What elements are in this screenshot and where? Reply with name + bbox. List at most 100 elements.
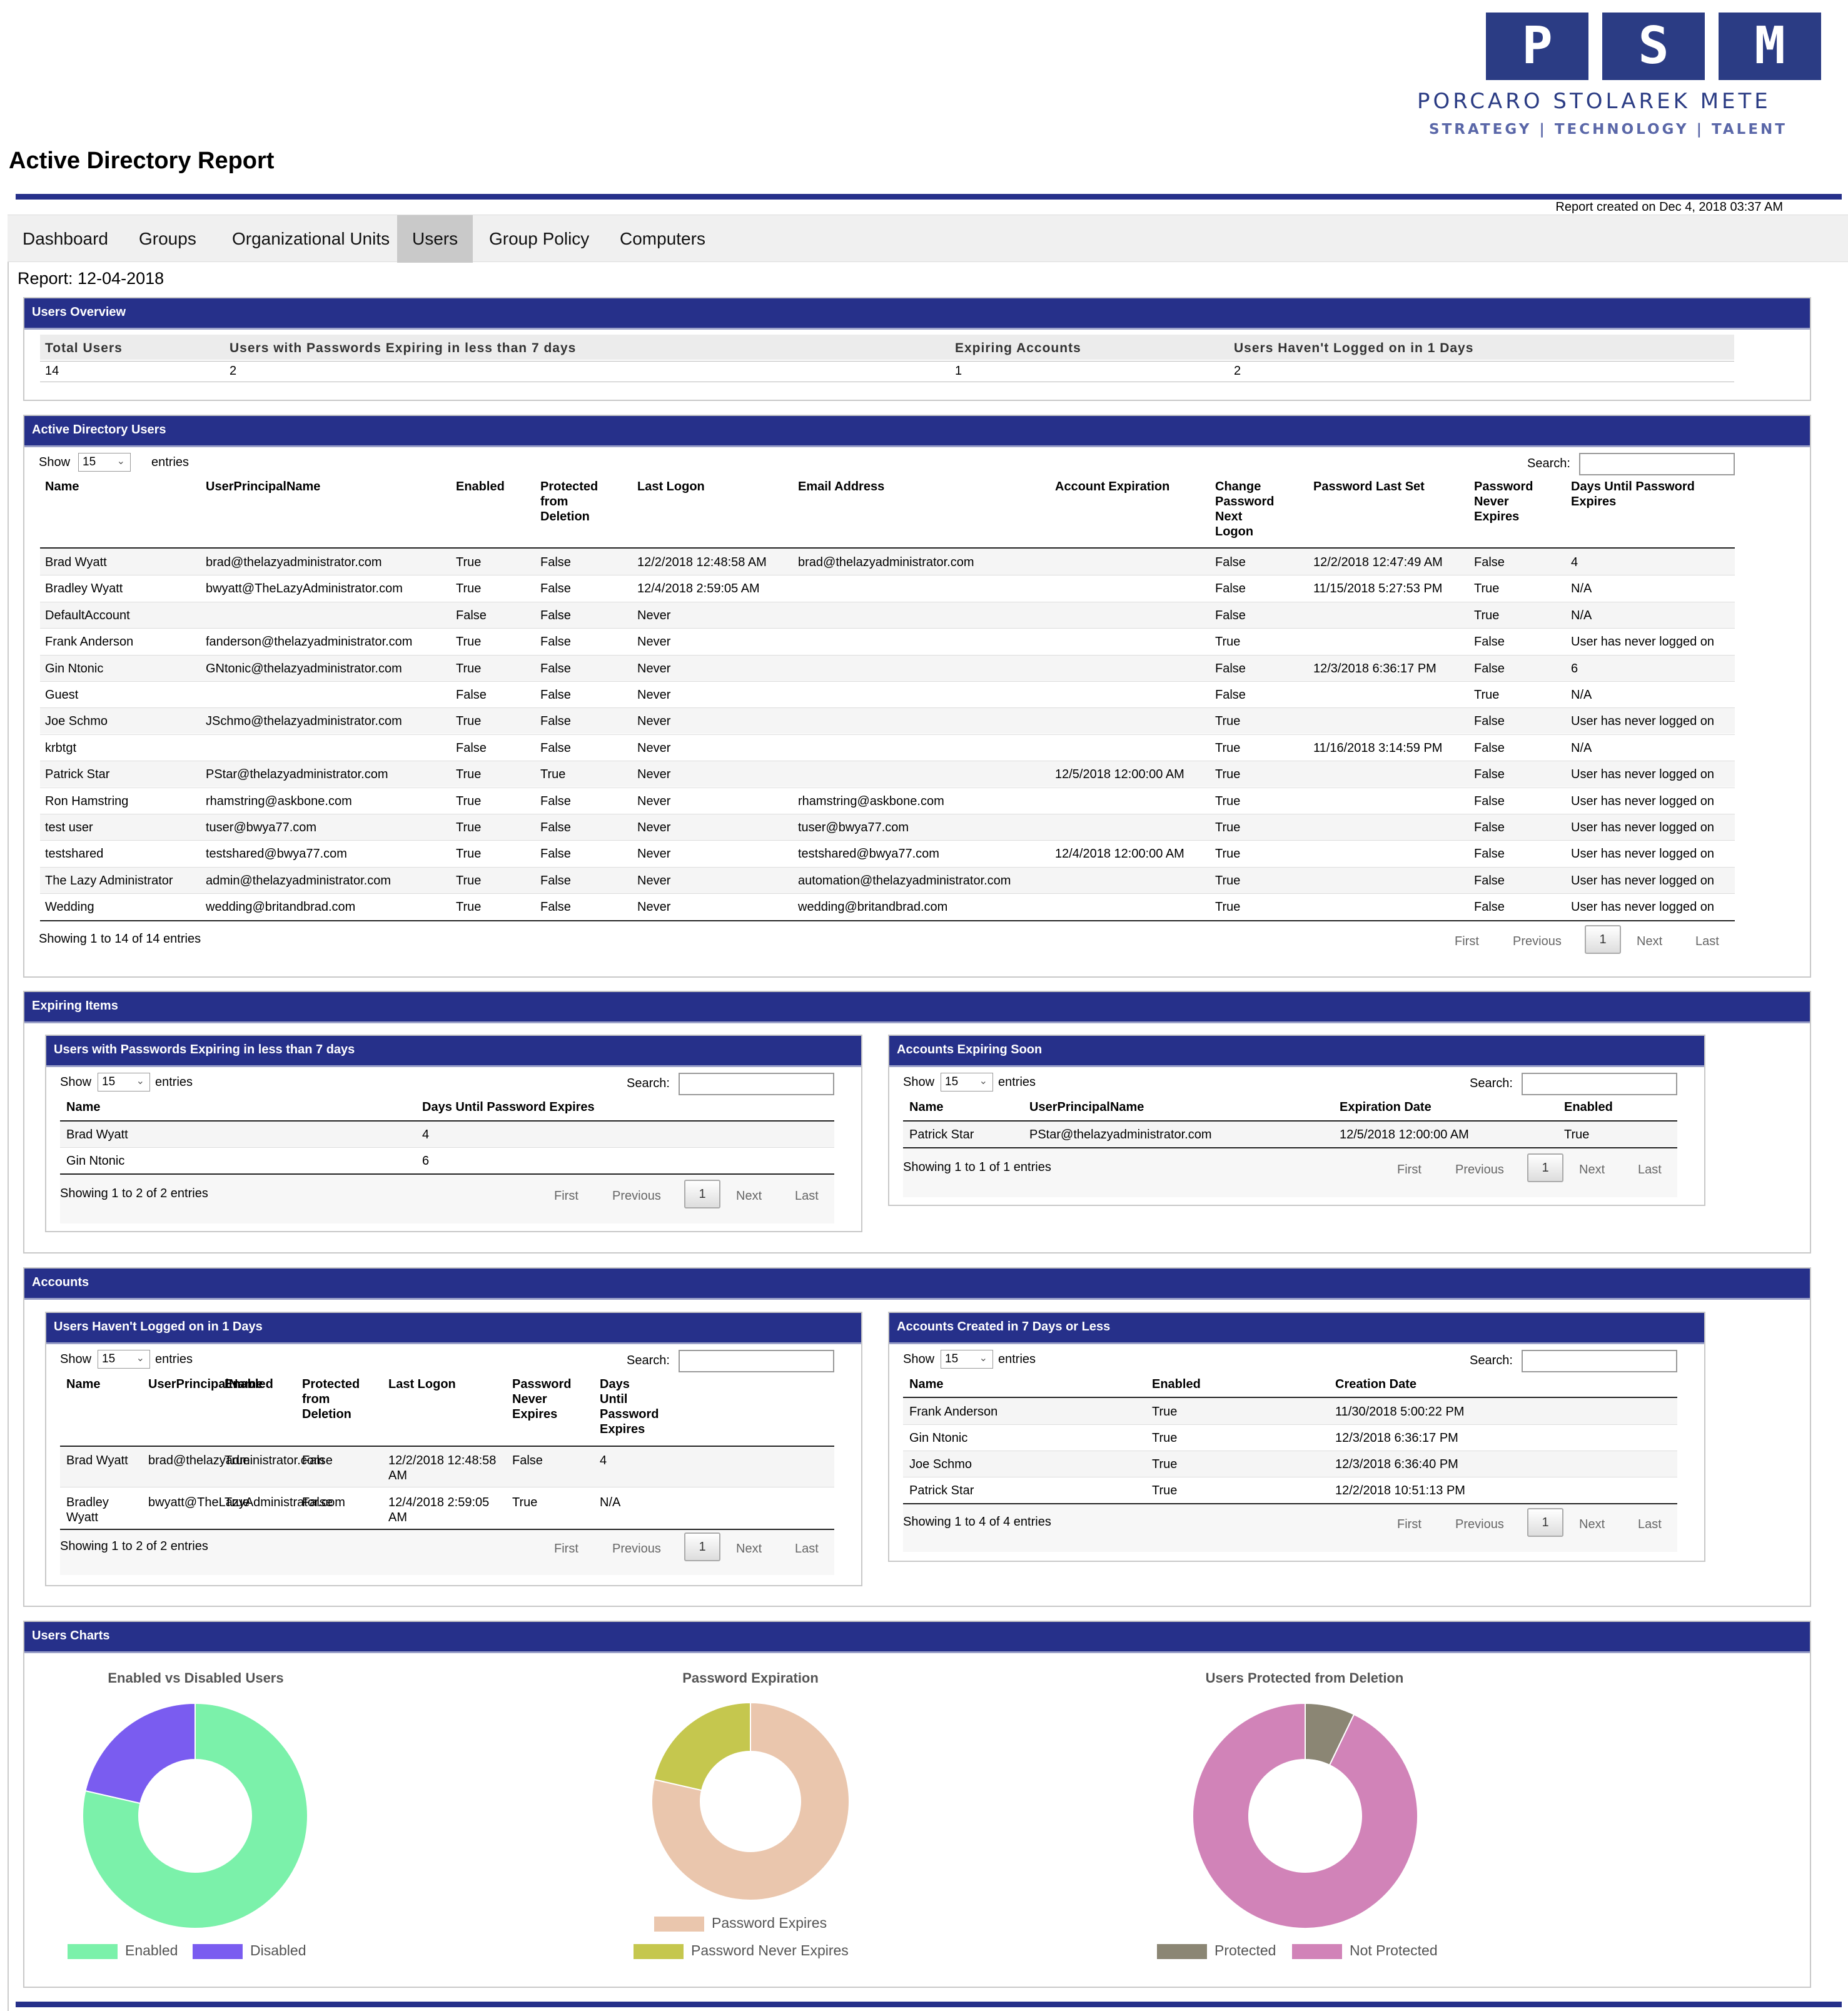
table-info: Showing 1 to 2 of 2 entries <box>60 1539 208 1553</box>
table-cell: False <box>540 714 571 729</box>
table-cell: 6 <box>1571 661 1578 676</box>
donut-slice-disabled[interactable] <box>84 1702 196 1805</box>
legend-item[interactable]: Password Never Expires <box>634 1942 849 1959</box>
legend-swatch <box>1157 1943 1207 1959</box>
table-cell: 12/4/2018 2:59:05 AM <box>637 582 760 596</box>
table-cell: N/A <box>1571 688 1592 702</box>
pager-next[interactable]: Next <box>736 1542 762 1556</box>
table-row <box>903 1398 1677 1424</box>
table-cell: admin@thelazyadministrator.com <box>206 873 391 888</box>
donut-slice-password-never-expires[interactable] <box>653 1701 751 1791</box>
pager-last[interactable]: Last <box>795 1542 819 1556</box>
pager-first[interactable]: First <box>1397 1163 1421 1177</box>
tab-dashboard[interactable]: Dashboard <box>23 229 108 248</box>
table-cell: User has never logged on <box>1571 767 1715 782</box>
table-cell: GNtonic@thelazyadministrator.com <box>206 661 402 676</box>
donut-slice-not-protected[interactable] <box>1192 1702 1418 1929</box>
table-cell: 4 <box>600 1454 607 1467</box>
search-input[interactable] <box>679 1350 834 1372</box>
pager-next[interactable]: Next <box>1579 1517 1605 1531</box>
search-input[interactable] <box>1522 1350 1677 1372</box>
overview-header: Users Haven't Logged on in 1 Days <box>1234 341 1474 355</box>
chevron-down-icon: ⌄ <box>136 1353 144 1364</box>
pager-page-1[interactable]: 1 <box>1527 1153 1563 1182</box>
not-logged-on-subpanel: Users Haven't Logged on in 1 Days Show 1… <box>45 1312 862 1586</box>
tab-organizational-units[interactable]: Organizational Units <box>232 229 390 248</box>
column-header: from <box>302 1392 330 1406</box>
pager-next[interactable]: Next <box>1579 1163 1605 1177</box>
pager-previous[interactable]: Previous <box>612 1542 661 1556</box>
pager-previous[interactable]: Previous <box>1455 1517 1504 1531</box>
page-size-select[interactable]: 15 ⌄ <box>941 1350 993 1369</box>
pager-previous[interactable]: Previous <box>1513 935 1562 948</box>
pager-next[interactable]: Next <box>1637 935 1663 948</box>
tab-computers[interactable]: Computers <box>620 229 705 248</box>
tab-group-policy[interactable]: Group Policy <box>489 229 590 248</box>
donut-slice-enabled[interactable] <box>82 1702 308 1929</box>
page-size-value: 15 <box>945 1075 959 1088</box>
table-cell: tuser@bwya77.com <box>798 821 909 834</box>
pager-page-1[interactable]: 1 <box>684 1180 720 1208</box>
table-cell: Joe Schmo <box>909 1457 972 1471</box>
column-header: Password <box>1474 480 1533 494</box>
pager-last[interactable]: Last <box>1638 1517 1662 1531</box>
pager-last[interactable]: Last <box>1695 935 1719 948</box>
page-size-select[interactable]: 15 ⌄ <box>98 1350 150 1369</box>
pager-first[interactable]: First <box>1397 1517 1421 1531</box>
row-divider <box>40 628 1735 629</box>
tab-groups[interactable]: Groups <box>139 229 196 248</box>
tab-users[interactable]: Users <box>397 215 473 263</box>
legend-item[interactable]: Enabled <box>68 1942 178 1959</box>
legend-label: Enabled <box>125 1942 178 1958</box>
table-cell: True <box>456 900 482 914</box>
overview-value: 2 <box>230 364 237 378</box>
page-size-select[interactable]: 15 ⌄ <box>98 1073 150 1092</box>
overview-value: 2 <box>1234 364 1241 378</box>
pager-page-1[interactable]: 1 <box>1585 925 1621 954</box>
pager-previous[interactable]: Previous <box>1455 1163 1504 1177</box>
table-cell: The Lazy Administrator <box>45 873 173 888</box>
pager-page-1[interactable]: 1 <box>1527 1508 1563 1537</box>
legend-item[interactable]: Password Expires <box>654 1914 827 1932</box>
pager-first[interactable]: First <box>554 1542 578 1556</box>
legend-item[interactable]: Not Protected <box>1292 1942 1438 1959</box>
show-label: Show <box>903 1075 935 1089</box>
table-cell: User has never logged on <box>1571 635 1715 649</box>
legend-item[interactable]: Protected <box>1157 1942 1276 1959</box>
table-cell: True <box>456 847 482 861</box>
table-footer-rule <box>903 1147 1677 1148</box>
column-header: Expires <box>600 1422 645 1436</box>
table-cell: True <box>512 1496 538 1509</box>
table-cell: False <box>456 608 487 622</box>
pager-last[interactable]: Last <box>1638 1163 1662 1177</box>
pager-page-1[interactable]: 1 <box>684 1532 720 1561</box>
table-row <box>40 866 1735 893</box>
table-cell: Never <box>637 847 671 861</box>
search-input[interactable] <box>1522 1073 1677 1095</box>
subpanel-header: Users Haven't Logged on in 1 Days <box>46 1313 861 1344</box>
table-cell: Never <box>637 635 671 649</box>
legend-item[interactable]: Disabled <box>193 1942 306 1959</box>
table-cell: False <box>456 688 487 702</box>
table-cell: 11/30/2018 5:00:22 PM <box>1335 1405 1465 1419</box>
pager-previous[interactable]: Previous <box>612 1189 661 1203</box>
pager-last[interactable]: Last <box>795 1189 819 1203</box>
pager-first[interactable]: First <box>1455 935 1479 948</box>
table-cell: Never <box>637 741 671 755</box>
table-cell: True <box>1215 767 1241 782</box>
donut-slice-password-expires[interactable] <box>651 1701 850 1901</box>
table-cell: Gin Ntonic <box>66 1154 125 1168</box>
search-input[interactable] <box>1579 453 1735 475</box>
table-header-rule <box>903 1397 1677 1398</box>
header-divider <box>16 194 1842 200</box>
page-size-select[interactable]: 15 ⌄ <box>941 1073 993 1092</box>
donut-chart-protected <box>1192 1702 1418 1929</box>
table-footer-rule <box>60 1529 834 1530</box>
search-input[interactable] <box>679 1073 834 1095</box>
table-row <box>40 601 1735 628</box>
pager-next[interactable]: Next <box>736 1189 762 1203</box>
page-size-select[interactable]: 15 ⌄ <box>78 453 131 472</box>
table-cell: Bradley Wyatt <box>45 582 123 596</box>
pager-first[interactable]: First <box>554 1189 578 1203</box>
ad-users-panel: Active Directory Users Show 15 ⌄ entries … <box>23 415 1811 978</box>
